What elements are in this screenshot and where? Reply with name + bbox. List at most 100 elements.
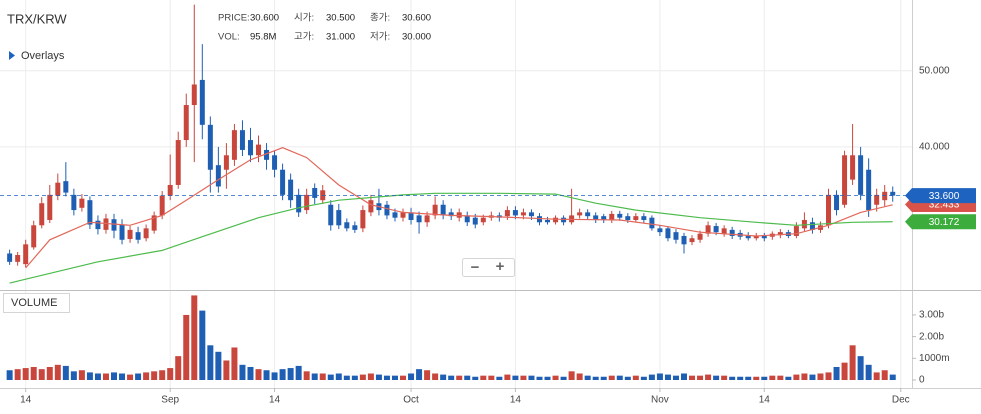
candle-body (809, 222, 815, 230)
volume-bar (472, 376, 479, 380)
candle-body (344, 222, 350, 229)
candle-body (95, 220, 101, 230)
y-tick-label: 50.000 (919, 65, 950, 76)
info-label: PRICE: (218, 13, 250, 24)
volume-bar (215, 351, 222, 380)
candle-body (71, 194, 77, 211)
candle-body (87, 200, 93, 225)
candle-body (777, 232, 783, 236)
volume-bar (22, 368, 29, 380)
candle-body (625, 216, 631, 220)
volume-bar (46, 366, 53, 380)
x-tick-label: 14 (510, 395, 522, 406)
candle-body (392, 212, 398, 218)
volume-bar (311, 373, 318, 380)
candle-body (761, 235, 767, 239)
candle-body (151, 215, 157, 231)
info-value: 30.600 (402, 13, 431, 24)
candle-body (175, 140, 181, 185)
volume-bar (889, 374, 896, 380)
volume-bar (849, 345, 856, 380)
candle-body (231, 130, 237, 160)
price-tag (905, 188, 976, 204)
volume-bar (480, 375, 487, 380)
volume-bar (231, 347, 238, 380)
volume-bar (729, 376, 736, 380)
candle-body (874, 194, 880, 205)
volume-bar (175, 356, 182, 380)
volume-bar (62, 365, 69, 380)
volume-label-box (3, 293, 70, 313)
candle-body (191, 84, 197, 106)
x-tick-label: 14 (759, 395, 771, 406)
candle-body (681, 235, 687, 245)
candle-body (585, 212, 591, 217)
candle-body (536, 216, 542, 223)
candle-body (31, 225, 37, 248)
candle-body (296, 194, 302, 213)
volume-tick-label: 2.00b (919, 331, 944, 342)
candle-body (850, 155, 856, 180)
candle-body (167, 184, 173, 196)
volume-bar (111, 372, 117, 380)
candle-body (400, 212, 406, 218)
candle-body (215, 165, 221, 187)
volume-bar (713, 375, 720, 380)
candle-body (793, 226, 799, 236)
candle-body (143, 228, 149, 239)
candle-body (111, 219, 117, 231)
candle-body (665, 228, 671, 239)
candle-body (119, 224, 125, 240)
candle-body (834, 194, 840, 211)
volume-bar (94, 373, 101, 380)
volume-bar (753, 376, 760, 380)
volume-bar (271, 372, 278, 380)
volume-bar (78, 370, 85, 380)
info-label: 시가: (294, 13, 314, 24)
candle-body (432, 204, 438, 216)
candle-body (352, 225, 358, 230)
volume-bar (528, 375, 535, 380)
price-tag (905, 214, 976, 230)
volume-bar (135, 373, 142, 380)
volume-bar (608, 375, 615, 380)
info-label: 저가: (370, 32, 390, 43)
candle-body (866, 169, 872, 211)
candle-body (79, 198, 85, 208)
volume-bar (159, 370, 166, 380)
volume-bar (239, 364, 246, 380)
candle-body (103, 218, 109, 230)
candle-body (553, 217, 559, 223)
overlays-arrow[interactable] (9, 51, 15, 60)
volume-bar (560, 376, 567, 380)
volume-bar (464, 375, 471, 380)
volume-bar (351, 375, 358, 380)
volume-bar (576, 373, 583, 380)
volume-bar (367, 373, 374, 380)
zoom-in[interactable]: + (496, 258, 505, 275)
info-value: 95.8M (250, 32, 276, 43)
volume-bar (632, 375, 639, 380)
candle-body (713, 226, 719, 233)
volume-bar (6, 370, 13, 380)
volume-bar (761, 376, 768, 380)
overlay-line (9, 192, 893, 284)
overlays-toggle[interactable]: Overlays (21, 50, 65, 62)
volume-bar (640, 376, 647, 380)
y-tick-label: 40.000 (919, 142, 950, 153)
candle-body (15, 254, 21, 262)
volume-bar (833, 366, 840, 380)
volume-bar (327, 374, 334, 380)
volume-bar (488, 375, 495, 380)
zoom-out[interactable]: − (471, 259, 480, 276)
volume-bar (440, 374, 447, 380)
volume-bar (616, 375, 623, 380)
candle-body (609, 213, 615, 220)
volume-tick-label: 0 (919, 375, 925, 386)
volume-bar (737, 376, 744, 380)
volume-bar (287, 368, 294, 380)
volume-bar (183, 314, 190, 380)
volume-bar (793, 374, 800, 380)
candle-body (7, 253, 13, 262)
